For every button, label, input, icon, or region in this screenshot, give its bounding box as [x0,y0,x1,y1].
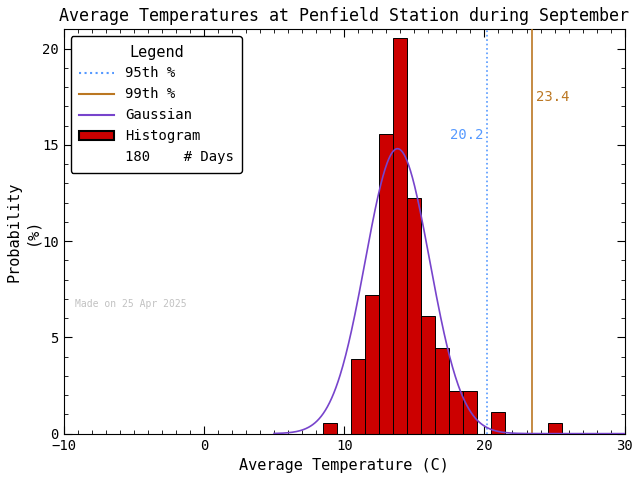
Bar [323,423,337,433]
Bar [351,359,365,433]
Bar [435,348,449,433]
Bar [380,134,394,433]
Text: 20.2: 20.2 [449,128,483,142]
Bar [365,295,380,433]
Bar [463,391,477,433]
Bar [421,316,435,433]
Text: 23.4: 23.4 [536,90,570,104]
Y-axis label: Probability
(%): Probability (%) [7,181,39,282]
Bar [548,423,561,433]
Title: Average Temperatures at Penfield Station during September: Average Temperatures at Penfield Station… [60,7,629,25]
Legend: 95th %, 99th %, Gaussian, Histogram, 180    # Days: 95th %, 99th %, Gaussian, Histogram, 180… [70,36,242,173]
Bar [394,38,407,433]
Bar [492,412,506,433]
Text: Made on 25 Apr 2025: Made on 25 Apr 2025 [75,299,187,309]
Bar [407,198,421,433]
X-axis label: Average Temperature (C): Average Temperature (C) [239,458,449,473]
Bar [449,391,463,433]
